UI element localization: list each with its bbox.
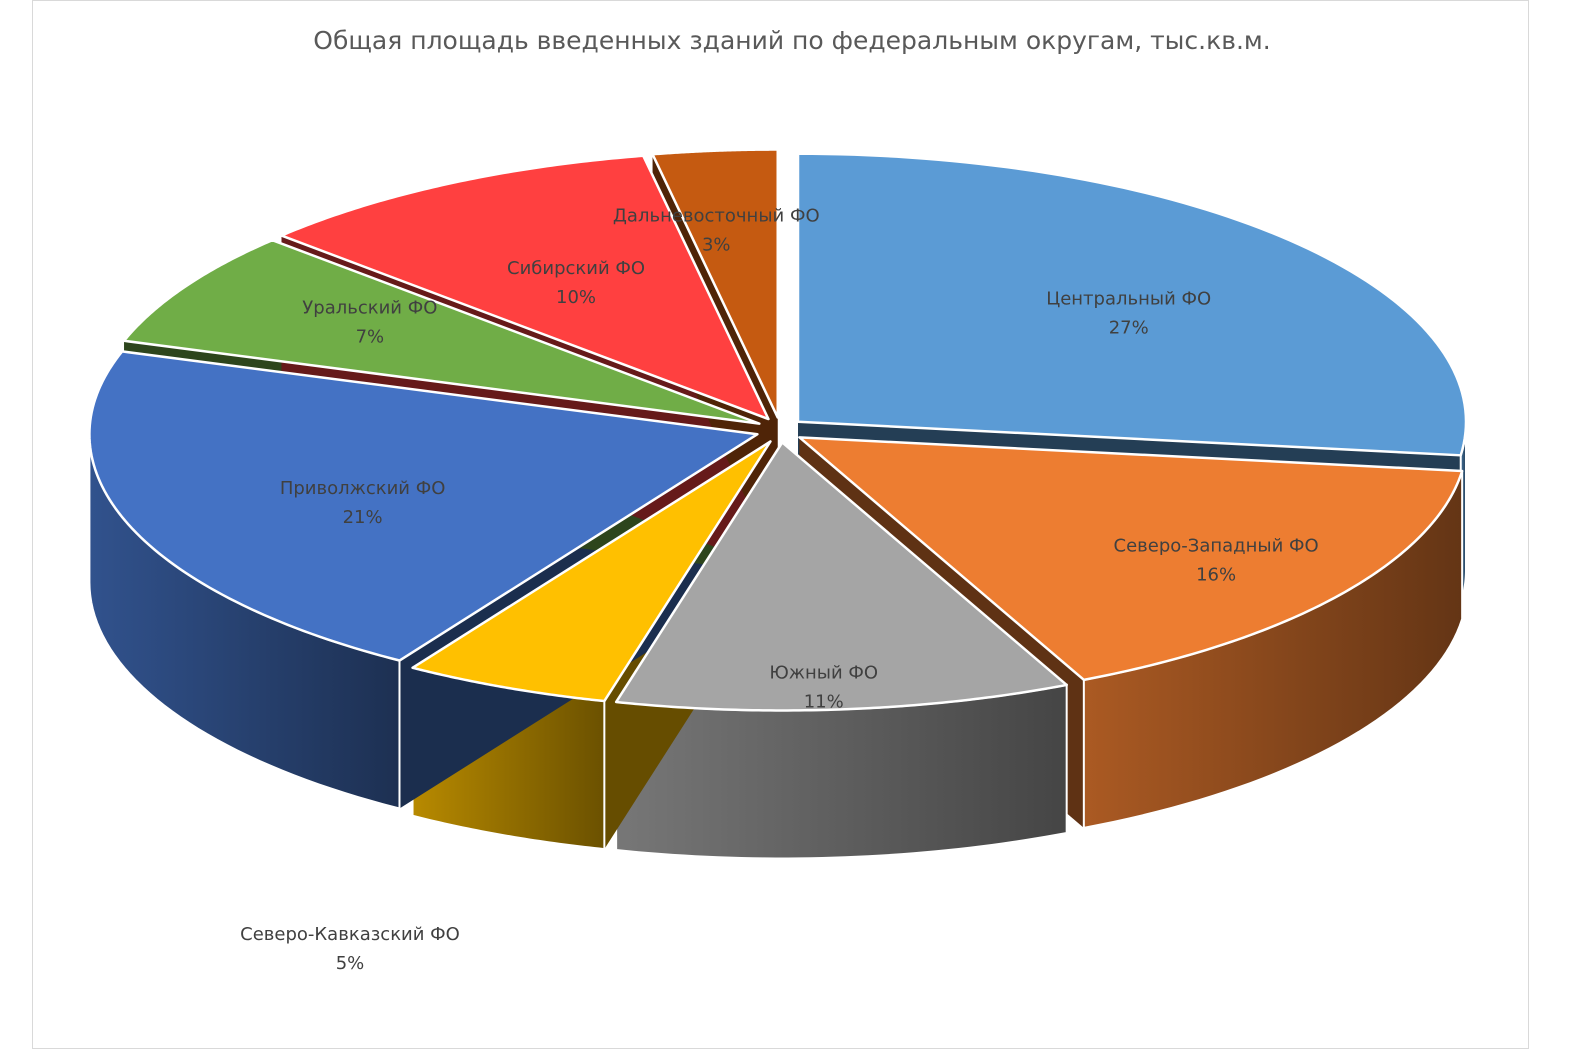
label-южный-фо: Южный ФО xyxy=(769,663,878,684)
slice-северо-западный-фо xyxy=(798,436,1464,682)
label-северо-кавказский-фо: Северо-Кавказский ФО xyxy=(240,924,460,945)
slice-дальневосточный-фо xyxy=(651,148,779,419)
label-дальневосточный-фо: Дальневосточный ФО xyxy=(613,205,820,226)
slice-уральский-фо xyxy=(122,238,761,425)
slice-центральный-фо xyxy=(796,152,1468,457)
value-label-сибирский-фо: 10% xyxy=(556,287,596,308)
value-label-южный-фо: 11% xyxy=(804,692,844,713)
label-приволжский-фо: Приволжский ФО xyxy=(280,478,446,499)
slice-приволжский-фо xyxy=(88,350,759,662)
pie-labels: Центральный ФО 27% Северо-Западный ФО 16% Юж… xyxy=(240,205,1319,974)
label-сибирский-фо: Сибирский ФО xyxy=(507,258,645,279)
value-label-центральный-фо: 27% xyxy=(1109,318,1149,339)
pie-tops xyxy=(88,148,1468,712)
slice-южный-фо xyxy=(614,441,1068,712)
label-центральный-фо: Центральный ФО xyxy=(1046,289,1211,310)
value-label-уральский-фо: 7% xyxy=(356,327,385,348)
label-северо-западный-фо: Северо-Западный ФО xyxy=(1114,535,1319,556)
value-label-приволжский-фо: 21% xyxy=(343,507,383,528)
slice-северо-кавказский-фо xyxy=(411,440,772,703)
value-label-дальневосточный-фо: 3% xyxy=(702,234,731,255)
value-label-северо-западный-фо: 16% xyxy=(1196,564,1236,585)
value-label-северо-кавказский-фо: 5% xyxy=(336,953,365,974)
slice-сибирский-фо xyxy=(280,154,770,421)
label-уральский-фо: Уральский ФО xyxy=(302,298,437,319)
chart-title: Общая площадь введенных зданий по федера… xyxy=(313,26,1271,55)
